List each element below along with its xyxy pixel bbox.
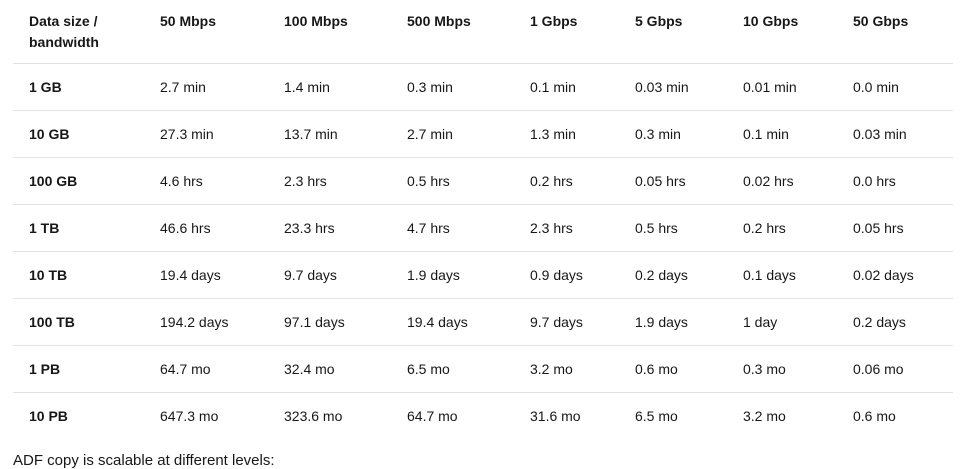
table-row: 1 PB 64.7 mo 32.4 mo 6.5 mo 3.2 mo 0.6 mo 0.3 … (13, 344, 953, 392)
table-cell: 0.03 min (837, 109, 953, 157)
table-cell: 1.9 days (391, 250, 514, 298)
table-cell: 2.7 min (391, 109, 514, 157)
table-cell: 1.3 min (514, 109, 619, 157)
table-row: 10 GB 27.3 min 13.7 min 2.7 min 1.3 min 0.3 m… (13, 109, 953, 157)
table-cell: 0.2 days (619, 250, 727, 298)
row-header-cell: 1 PB (13, 344, 144, 392)
table-cell: 23.3 hrs (268, 203, 391, 251)
table-cell: 0.5 hrs (619, 203, 727, 251)
column-header: 5 Gbps (635, 13, 683, 29)
table-cell: 0.2 days (837, 297, 953, 345)
column-header: 50 Gbps (853, 13, 909, 29)
row-header-cell: 1 TB (13, 203, 144, 251)
table-cell: 13.7 min (268, 109, 391, 157)
table-cell: 0.0 hrs (837, 156, 953, 204)
row-header-cell: 10 TB (13, 250, 144, 298)
table-cell: 4.7 hrs (391, 203, 514, 251)
row-header-cell: 10 GB (13, 109, 144, 157)
table-row: 10 TB 19.4 days 9.7 days 1.9 days 0.9 days 0.… (13, 250, 953, 298)
table-cell: 9.7 days (268, 250, 391, 298)
table-cell: 1.4 min (268, 62, 391, 110)
table-cell: 6.5 mo (391, 344, 514, 392)
table-cell: 0.2 hrs (727, 203, 837, 251)
table-cell: 0.02 hrs (727, 156, 837, 204)
table-cell: 27.3 min (144, 109, 268, 157)
table-cell: 0.1 min (727, 109, 837, 157)
table-cell: 9.7 days (514, 297, 619, 345)
column-header: 100 Mbps (284, 13, 348, 29)
table-row: 100 GB 4.6 hrs 2.3 hrs 0.5 hrs 0.2 hrs 0.05 h… (13, 156, 953, 204)
table-row: 1 TB 46.6 hrs 23.3 hrs 4.7 hrs 2.3 hrs 0.5 hr… (13, 203, 953, 251)
table-cell: 0.1 min (514, 62, 619, 110)
footer-paragraph: ADF copy is scalable at different levels… (13, 452, 275, 469)
table-cell: 64.7 mo (391, 391, 514, 439)
table-cell: 3.2 mo (514, 344, 619, 392)
table-cell: 647.3 mo (144, 391, 268, 439)
column-header: 1 Gbps (530, 13, 578, 29)
table-cell: 31.6 mo (514, 391, 619, 439)
table-cell: 19.4 days (144, 250, 268, 298)
transfer-time-table: Data size / bandwidth 50 Mbps 100 Mbps 500 … (13, 0, 953, 439)
table-cell: 0.03 min (619, 62, 727, 110)
table-cell: 0.2 hrs (514, 156, 619, 204)
table-cell: 4.6 hrs (144, 156, 268, 204)
table-cell: 1.9 days (619, 297, 727, 345)
table-cell: 0.6 mo (837, 391, 953, 439)
table-cell: 0.01 min (727, 62, 837, 110)
table-cell: 3.2 mo (727, 391, 837, 439)
table-cell: 323.6 mo (268, 391, 391, 439)
table-cell: 0.0 min (837, 62, 953, 110)
table-cell: 194.2 days (144, 297, 268, 345)
table-cell: 19.4 days (391, 297, 514, 345)
table-cell: 0.3 min (619, 109, 727, 157)
column-header: 50 Mbps (160, 13, 217, 29)
table-cell: 0.1 days (727, 250, 837, 298)
column-header: Data size / bandwidth (29, 13, 99, 50)
table-cell: 0.05 hrs (837, 203, 953, 251)
row-header-cell: 1 GB (13, 62, 144, 110)
table-cell: 64.7 mo (144, 344, 268, 392)
table-cell: 2.3 hrs (268, 156, 391, 204)
table-cell: 1 day (727, 297, 837, 345)
table-cell: 2.3 hrs (514, 203, 619, 251)
table-cell: 2.7 min (144, 62, 268, 110)
table-cell: 32.4 mo (268, 344, 391, 392)
table-row: 100 TB 194.2 days 97.1 days 19.4 days 9.7 da… (13, 297, 953, 345)
table-cell: 0.5 hrs (391, 156, 514, 204)
column-header: 10 Gbps (743, 13, 799, 29)
table-cell: 0.3 mo (727, 344, 837, 392)
column-header: 500 Mbps (407, 13, 471, 29)
table-cell: 46.6 hrs (144, 203, 268, 251)
row-header-cell: 100 GB (13, 156, 144, 204)
table-cell: 6.5 mo (619, 391, 727, 439)
table-cell: 97.1 days (268, 297, 391, 345)
table-cell: 0.05 hrs (619, 156, 727, 204)
row-header-cell: 10 PB (13, 391, 144, 439)
table-cell: 0.9 days (514, 250, 619, 298)
row-header-cell: 100 TB (13, 297, 144, 345)
table-cell: 0.02 days (837, 250, 953, 298)
table-row: 1 GB 2.7 min 1.4 min 0.3 min 0.1 min 0.03 min… (13, 62, 953, 110)
table-cell: 0.6 mo (619, 344, 727, 392)
table-cell: 0.3 min (391, 62, 514, 110)
table-cell: 0.06 mo (837, 344, 953, 392)
table-row: 10 PB 647.3 mo 323.6 mo 64.7 mo 31.6 mo 6.5 m… (13, 391, 953, 439)
table-header-row: Data size / bandwidth 50 Mbps 100 Mbps 500 … (13, 0, 953, 63)
